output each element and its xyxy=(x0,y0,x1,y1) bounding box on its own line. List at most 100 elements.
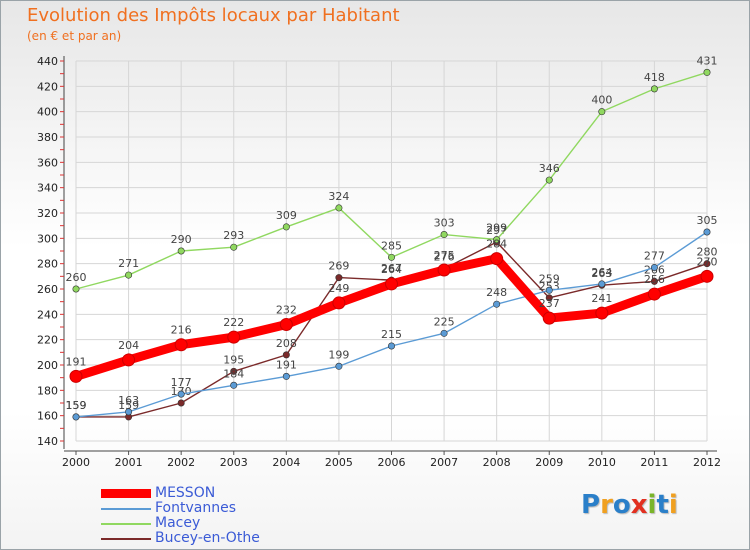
data-label: 418 xyxy=(644,71,665,84)
y-tick-label: 160 xyxy=(37,410,58,423)
data-point xyxy=(227,330,241,344)
data-point xyxy=(703,68,711,76)
data-point xyxy=(279,317,293,331)
data-point xyxy=(230,243,238,251)
data-label: 225 xyxy=(434,315,455,328)
data-label: 284 xyxy=(486,238,507,251)
data-point xyxy=(177,390,185,398)
data-label: 400 xyxy=(591,94,612,107)
logo-letter: x xyxy=(630,490,648,520)
data-point xyxy=(650,263,658,271)
data-point xyxy=(387,342,395,350)
x-tick-label: 2006 xyxy=(378,456,406,469)
logo-letter: i xyxy=(647,490,657,520)
data-point xyxy=(387,253,395,261)
x-tick-label: 2005 xyxy=(325,456,353,469)
data-label: 163 xyxy=(118,394,139,407)
data-point xyxy=(72,413,80,421)
proxiti-logo: Proxiti xyxy=(581,490,678,520)
data-label: 305 xyxy=(697,214,718,227)
data-point xyxy=(177,247,185,255)
x-tick-label: 2011 xyxy=(640,456,668,469)
data-point xyxy=(650,85,658,93)
data-label: 346 xyxy=(539,162,560,175)
data-point xyxy=(332,296,346,310)
data-label: 216 xyxy=(171,324,192,337)
y-tick-label: 240 xyxy=(37,308,58,321)
data-label: 260 xyxy=(66,271,87,284)
data-point xyxy=(440,231,448,239)
x-tick-label: 2004 xyxy=(272,456,300,469)
data-point xyxy=(545,176,553,184)
data-label: 241 xyxy=(591,292,612,305)
data-label: 199 xyxy=(328,348,349,361)
data-label: 269 xyxy=(328,260,349,273)
data-label: 280 xyxy=(697,246,718,259)
data-point xyxy=(647,287,661,301)
data-label: 177 xyxy=(171,376,192,389)
y-tick-label: 300 xyxy=(37,232,58,245)
logo-letter: t xyxy=(656,490,669,520)
data-point xyxy=(125,271,133,279)
y-tick-label: 140 xyxy=(37,435,58,448)
data-point xyxy=(282,351,290,359)
data-point xyxy=(493,300,501,308)
data-point xyxy=(595,306,609,320)
data-point xyxy=(650,277,658,285)
y-tick-label: 320 xyxy=(37,207,58,220)
legend-swatch xyxy=(101,508,151,510)
legend-label: Fontvannes xyxy=(155,500,236,516)
legend-label: Bucey-en-Othe xyxy=(155,530,260,546)
data-label: 208 xyxy=(276,337,297,350)
data-label: 285 xyxy=(381,239,402,252)
data-label: 256 xyxy=(644,273,665,286)
data-label: 248 xyxy=(486,286,507,299)
data-point xyxy=(703,228,711,236)
data-point xyxy=(174,338,188,352)
data-point xyxy=(122,353,136,367)
data-label: 184 xyxy=(223,367,244,380)
data-point xyxy=(72,285,80,293)
y-tick-label: 380 xyxy=(37,131,58,144)
logo-letter: r xyxy=(600,490,613,520)
data-point xyxy=(545,286,553,294)
data-point xyxy=(230,367,238,375)
x-tick-label: 2009 xyxy=(535,456,563,469)
y-tick-label: 360 xyxy=(37,156,58,169)
x-tick-label: 2008 xyxy=(483,456,511,469)
data-label: 191 xyxy=(66,355,87,368)
logo-letter: o xyxy=(612,490,631,520)
data-label: 264 xyxy=(381,263,402,276)
data-label: 259 xyxy=(539,272,560,285)
x-tick-label: 2010 xyxy=(588,456,616,469)
legend-label: MESSON xyxy=(155,485,216,501)
x-tick-label: 2002 xyxy=(167,456,195,469)
logo-letter: P xyxy=(581,490,601,520)
x-tick-label: 2007 xyxy=(430,456,458,469)
y-tick-label: 400 xyxy=(37,106,58,119)
y-tick-label: 280 xyxy=(37,258,58,271)
data-label: 263 xyxy=(591,267,612,280)
y-tick-label: 180 xyxy=(37,384,58,397)
x-tick-label: 2003 xyxy=(220,456,248,469)
data-label: 324 xyxy=(328,190,349,203)
y-tick-label: 220 xyxy=(37,334,58,347)
data-label: 431 xyxy=(697,54,718,67)
data-label: 277 xyxy=(644,249,665,262)
data-label: 191 xyxy=(276,358,297,371)
logo-letter: i xyxy=(668,490,678,520)
data-label: 290 xyxy=(171,233,192,246)
data-label: 303 xyxy=(434,217,455,230)
data-point xyxy=(542,311,556,325)
data-label: 276 xyxy=(434,251,455,264)
data-point xyxy=(177,399,185,407)
data-point xyxy=(335,274,343,282)
y-tick-label: 440 xyxy=(37,55,58,68)
chart-subtitle: (en € et par an) xyxy=(27,29,122,43)
data-point xyxy=(490,252,504,266)
data-label: 270 xyxy=(697,255,718,268)
data-label: 222 xyxy=(223,316,244,329)
data-label: 309 xyxy=(276,209,297,222)
